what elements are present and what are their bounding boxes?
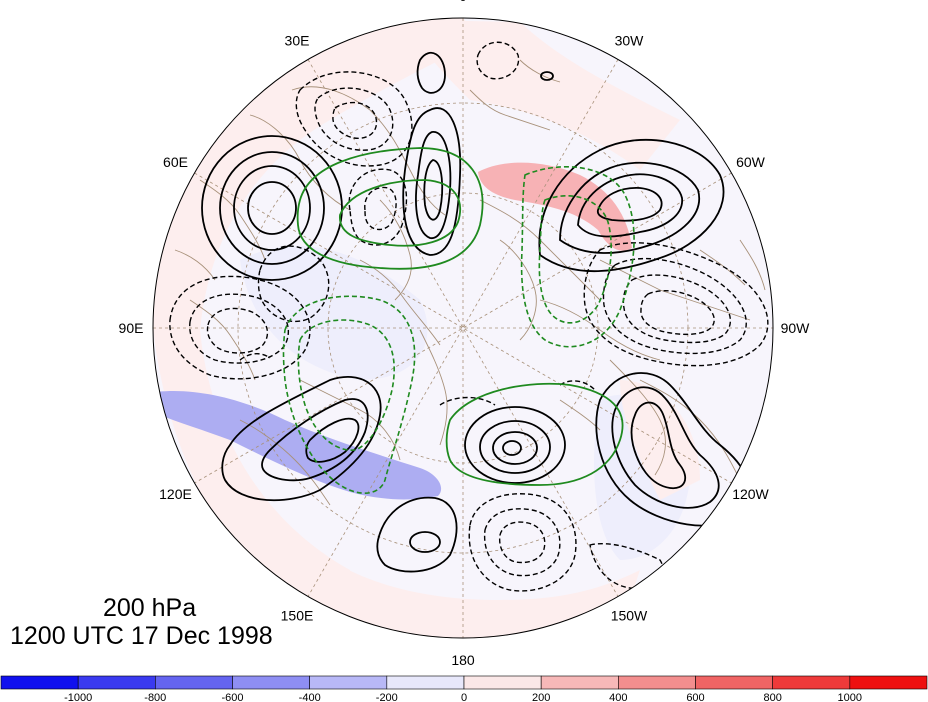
- map-boundary: [152, 17, 774, 639]
- valid-time-caption: 1200 UTC 17 Dec 1998: [10, 622, 273, 650]
- positive-contours: [201, 51, 751, 573]
- colorbar-label: -400: [299, 692, 321, 702]
- shade-light-pink-top: [410, 20, 680, 170]
- shade-light-pink-ring: [153, 18, 480, 638]
- colorbar-box: [309, 675, 388, 690]
- colorbar-box: [540, 675, 619, 690]
- colorbar-label: -1000: [64, 692, 92, 702]
- colorbar-label: 800: [764, 692, 782, 702]
- shade-red-band: [478, 162, 632, 251]
- colorbar-box: [463, 675, 542, 690]
- colorbar-box: [77, 675, 156, 690]
- shade-light-pink-bottom: [330, 560, 640, 638]
- colorbar-box: [849, 675, 928, 690]
- colorbar-label: 400: [609, 692, 627, 702]
- shade-light-blue-center: [240, 245, 428, 380]
- colorbar-label: -200: [376, 692, 398, 702]
- shading-layer: [153, 18, 700, 638]
- longitude-label-180: 180: [451, 652, 475, 668]
- colorbar-box: [386, 675, 465, 690]
- shade-blue-band: [153, 390, 442, 500]
- longitude-labels: 0 30W 60W 90W 120W 150W 180 150E 120E 90E 60E 30E: [119, 0, 811, 668]
- pressure-level-caption: 200 hPa: [103, 594, 197, 622]
- colorbar-box: [618, 675, 696, 690]
- graticule: [153, 18, 773, 638]
- longitude-label-30e: 30E: [285, 33, 310, 49]
- colorbar-label: -800: [144, 692, 166, 702]
- green-solid-contours: [296, 147, 624, 486]
- colorbar-box: [695, 675, 773, 690]
- contours: [169, 41, 769, 592]
- shade-light-pink-east: [620, 380, 700, 500]
- longitude-label-60e: 60E: [163, 154, 188, 170]
- longitude-label-90w: 90W: [781, 320, 811, 336]
- colorbar-label: -600: [221, 692, 243, 702]
- colorbar-box: [772, 675, 851, 690]
- colorbar-label: 1000: [838, 692, 862, 702]
- green-dashed-contours: [282, 166, 635, 494]
- colorbar-box: [155, 675, 233, 690]
- longitude-label-150w: 150W: [611, 608, 648, 624]
- colorbar-label: 600: [686, 692, 704, 702]
- longitude-label-150e: 150E: [281, 608, 314, 624]
- colorbar-box: [0, 675, 79, 690]
- longitude-label-120e: 120E: [159, 486, 192, 502]
- colorbar-label: 0: [461, 692, 467, 702]
- longitude-label-90e: 90E: [119, 320, 144, 336]
- colorbar-box: [232, 675, 310, 690]
- longitude-label-30w: 30W: [615, 33, 645, 49]
- longitude-label-60w: 60W: [736, 154, 766, 170]
- longitude-label-120w: 120W: [732, 486, 769, 502]
- colorbar-label: 200: [532, 692, 550, 702]
- colorbar: -1000 -800 -600 -400 -200 0 200 400 600 800 1000: [0, 675, 928, 702]
- coastlines: [174, 59, 766, 506]
- longitude-label-0: 0: [459, 0, 467, 4]
